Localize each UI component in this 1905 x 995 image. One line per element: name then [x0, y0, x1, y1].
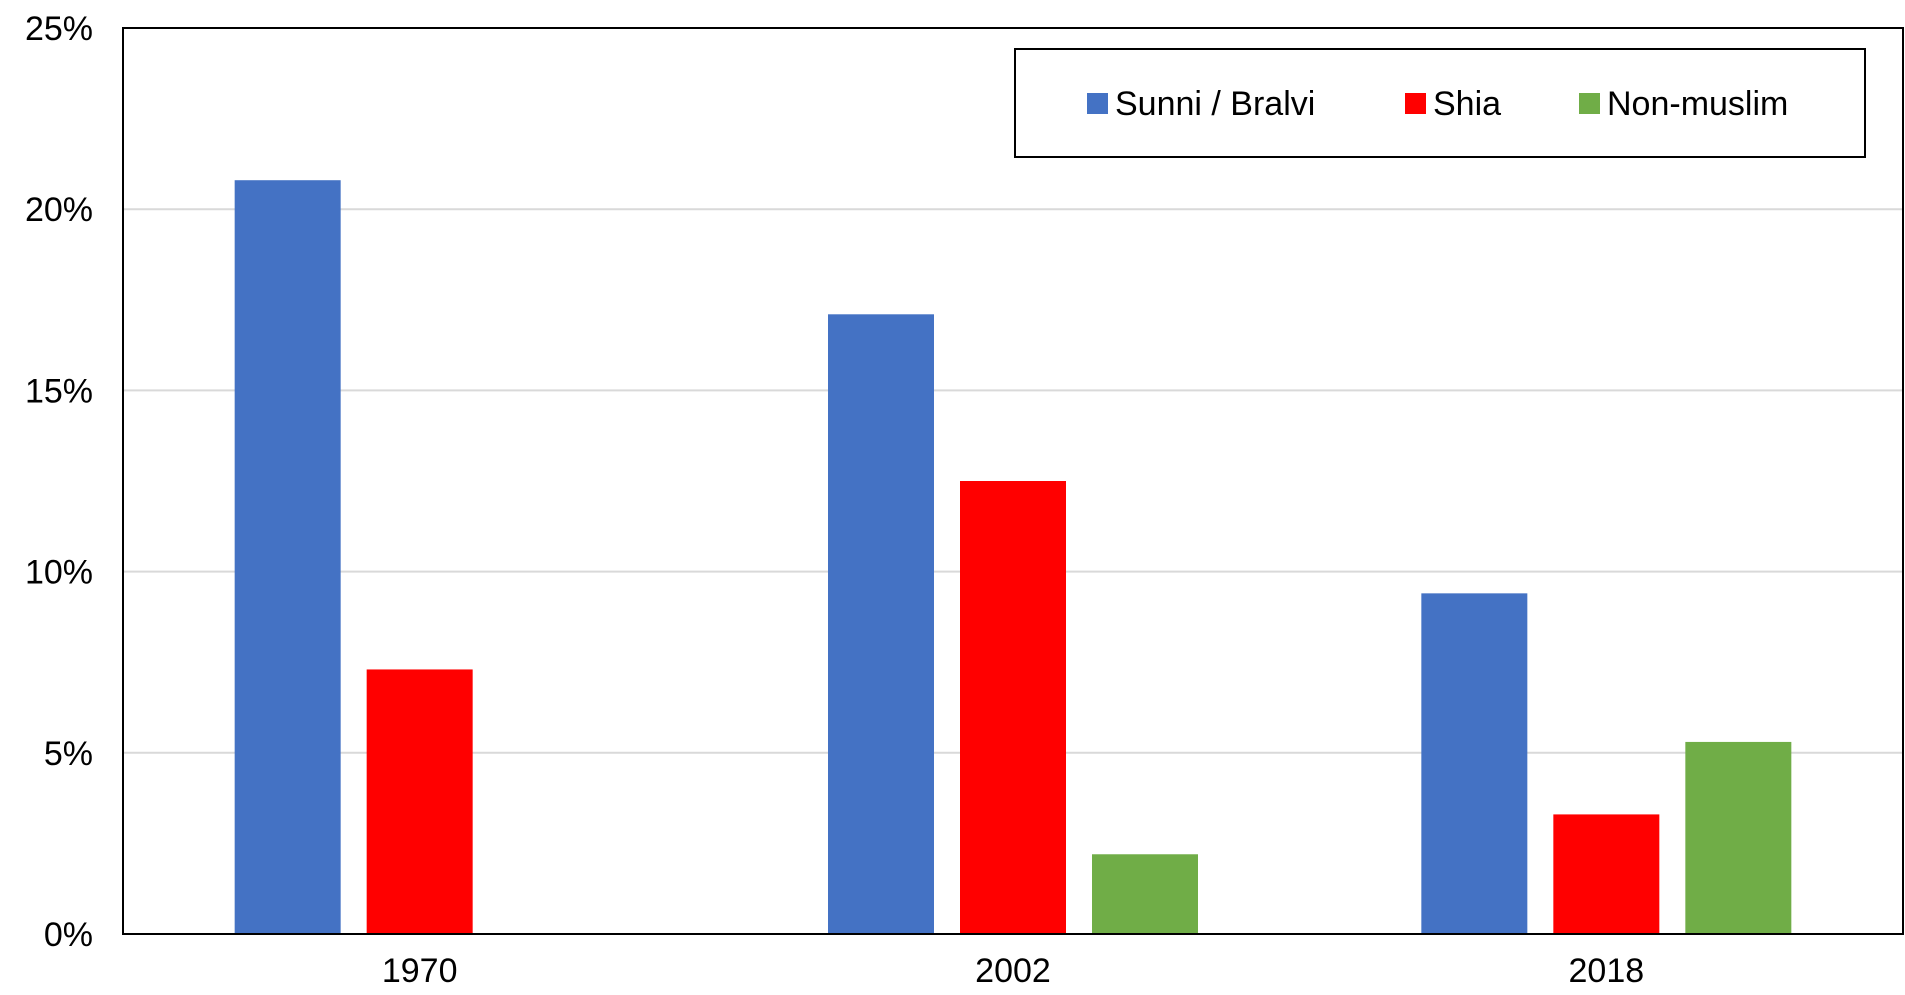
legend-label: Non-muslim — [1607, 85, 1788, 123]
legend-box — [1014, 48, 1866, 158]
y-tick-label: 0% — [44, 916, 93, 954]
x-axis-tick-labels: 1970 2002 2018 — [382, 952, 1644, 990]
bar-shia-1970 — [366, 669, 473, 934]
bar-shia-2002 — [960, 481, 1066, 934]
legend-swatch — [1579, 93, 1600, 114]
bar-sunni-bralvi-2002 — [828, 314, 934, 934]
bar-shia-2018 — [1553, 814, 1660, 934]
plot-area-frame — [122, 27, 1904, 935]
legend-swatch — [1405, 93, 1426, 114]
bar-non-muslim-2002 — [1092, 854, 1198, 934]
legend-label: Sunni / Bralvi — [1115, 85, 1315, 123]
y-tick-label: 5% — [44, 735, 93, 773]
x-tick-label: 1970 — [382, 952, 458, 990]
y-tick-label: 15% — [25, 372, 93, 410]
bar-sunni-bralvi-1970 — [234, 180, 341, 934]
y-axis-tick-labels: 0% 5% 10% 15% 20% 25% — [25, 10, 93, 954]
bar-non-muslim-2018 — [1685, 741, 1792, 934]
legend-label: Shia — [1433, 85, 1501, 123]
y-tick-label: 25% — [25, 10, 93, 48]
y-tick-label: 20% — [25, 191, 93, 229]
y-tick-label: 10% — [25, 554, 93, 592]
legend: Sunni / Bralvi Shia Non-muslim — [1014, 48, 1866, 158]
legend-swatch — [1087, 93, 1108, 114]
bars — [234, 180, 1792, 934]
x-tick-label: 2018 — [1569, 952, 1645, 990]
x-tick-label: 2002 — [975, 952, 1051, 990]
bar-sunni-bralvi-2018 — [1421, 593, 1528, 934]
